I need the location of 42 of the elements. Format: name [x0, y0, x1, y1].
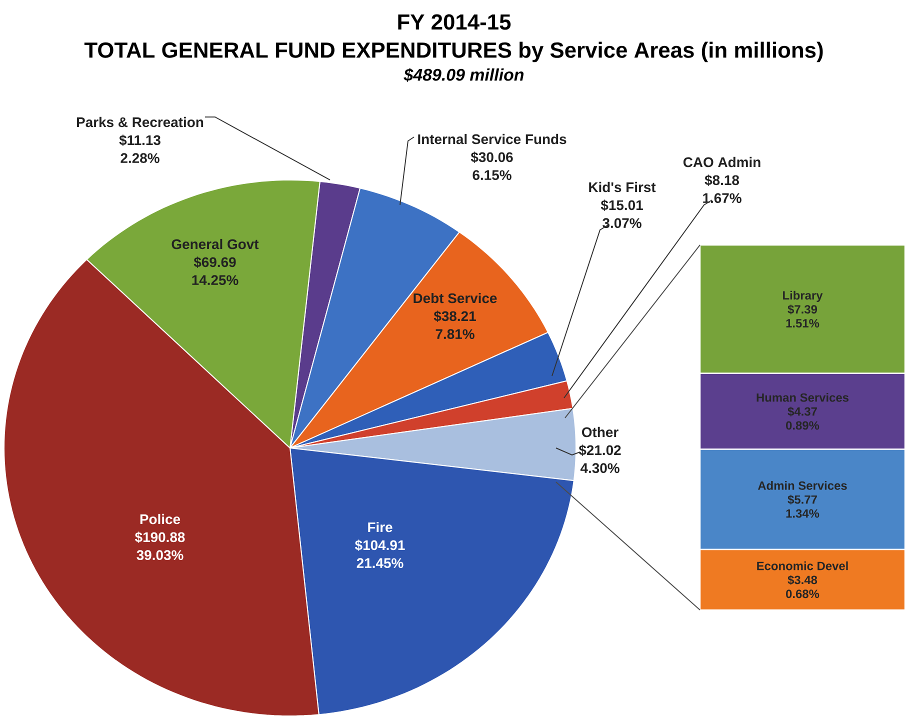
- slice-label: Other: [582, 426, 618, 437]
- text: 4.30%: [580, 462, 620, 473]
- data-label: $38.21: [434, 310, 476, 322]
- data-label: $15.01: [600, 199, 643, 211]
- slice-label: CAO Admin: [683, 156, 760, 167]
- annotation: 0.89%: [786, 420, 820, 430]
- data-label: $3.48: [788, 574, 818, 585]
- data-label: $8.18: [704, 174, 740, 186]
- data-label: $5.77: [788, 494, 817, 504]
- text: 21.45%: [356, 558, 404, 568]
- slice-label: Police: [140, 514, 180, 524]
- text: 3.07%: [602, 218, 642, 228]
- series-label: Admin Services: [758, 480, 847, 490]
- annotation: 1.51%: [786, 318, 820, 328]
- annotation: 0.68%: [786, 589, 820, 598]
- text: 39.03%: [136, 550, 184, 560]
- data-label: $4.37: [788, 406, 817, 416]
- slice-label: Kid's First: [589, 182, 656, 192]
- data-label: $11.13: [119, 134, 160, 146]
- slice-label: Internal Service Funds: [418, 134, 566, 144]
- data-label: $7.39: [788, 304, 818, 314]
- chart-subtitle: TOTAL GENERAL FUND EXPENDITURES by Service Areas (in millions): [84, 42, 823, 62]
- data-label: $30.06: [470, 151, 513, 163]
- slice-label: Fire: [368, 522, 392, 532]
- data-label: $21.02: [578, 444, 621, 456]
- text: $489.09 million: [404, 68, 524, 82]
- text: 2.28%: [120, 152, 160, 163]
- series-label: Human Services: [756, 392, 849, 402]
- text: 6.15%: [472, 170, 512, 180]
- series-label: Library: [783, 290, 823, 302]
- data-label: $190.88: [134, 531, 185, 543]
- data-label: $69.69: [194, 256, 236, 268]
- text: 14.25%: [192, 274, 238, 285]
- series-label: Economic Devel: [757, 561, 848, 570]
- annotation: 1.34%: [786, 509, 820, 518]
- slice-label: General Govt: [172, 238, 259, 249]
- text: 1.67%: [703, 192, 742, 203]
- text: 7.81%: [436, 328, 474, 339]
- slice-label: Parks & Recreation: [76, 116, 204, 127]
- slice-label: Debt Service: [414, 292, 497, 303]
- chart-title: FY 2014-15: [398, 14, 511, 30]
- data-label: $104.91: [354, 539, 405, 551]
